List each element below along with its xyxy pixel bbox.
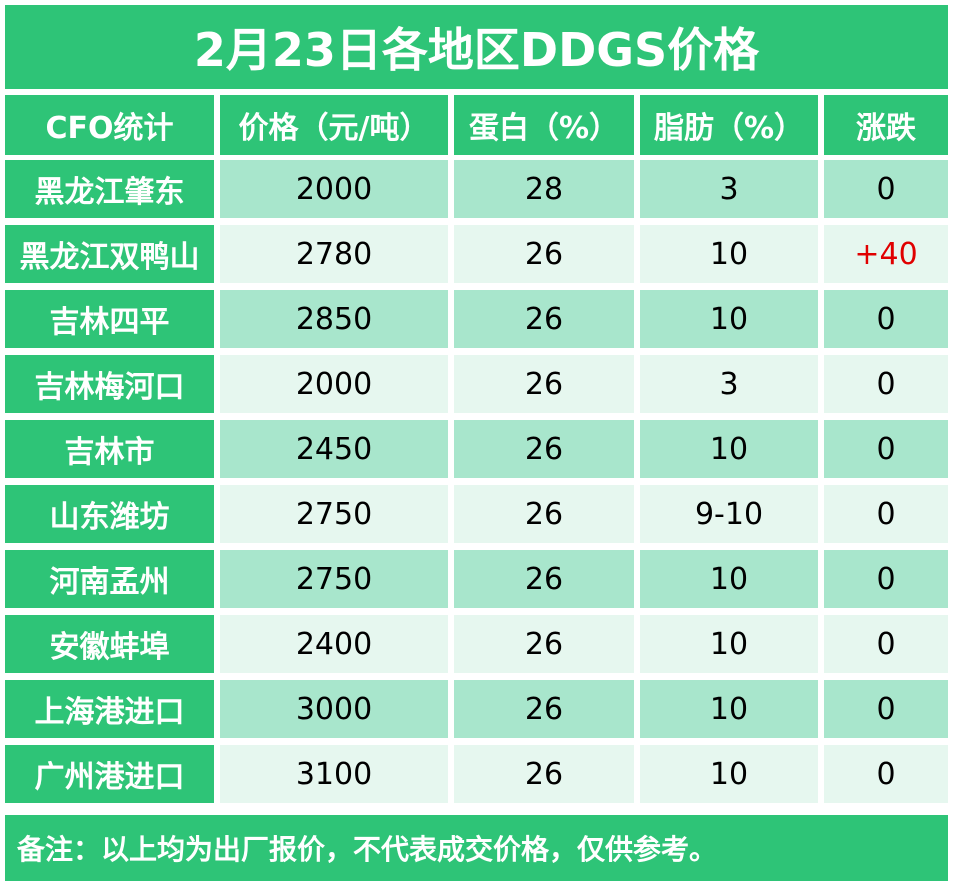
table-row: 吉林四平 2850 26 10 0	[5, 290, 948, 348]
change-cell: +40	[824, 225, 948, 283]
fat-cell: 3	[640, 160, 818, 218]
protein-cell: 26	[454, 290, 634, 348]
protein-cell: 26	[454, 225, 634, 283]
fat-cell: 10	[640, 680, 818, 738]
table-row: 吉林梅河口 2000 26 3 0	[5, 355, 948, 413]
region-cell: 河南孟州	[5, 550, 214, 608]
price-cell: 3100	[220, 745, 448, 803]
region-cell: 山东潍坊	[5, 485, 214, 543]
change-cell: 0	[824, 290, 948, 348]
price-cell: 2400	[220, 615, 448, 673]
price-cell: 2780	[220, 225, 448, 283]
region-cell: 广州港进口	[5, 745, 214, 803]
price-cell: 2850	[220, 290, 448, 348]
table-row: 安徽蚌埠 2400 26 10 0	[5, 615, 948, 673]
table-row: 山东潍坊 2750 26 9-10 0	[5, 485, 948, 543]
price-cell: 2000	[220, 355, 448, 413]
change-cell: 0	[824, 680, 948, 738]
header-protein: 蛋白（%）	[454, 95, 634, 155]
table-title: 2月23日各地区DDGS价格	[5, 5, 948, 89]
fat-cell: 10	[640, 550, 818, 608]
table-row: 广州港进口 3100 26 10 0	[5, 745, 948, 803]
header-change: 涨跌	[824, 95, 948, 155]
header-price: 价格（元/吨）	[220, 95, 448, 155]
price-cell: 2750	[220, 485, 448, 543]
fat-cell: 10	[640, 745, 818, 803]
fat-cell: 10	[640, 225, 818, 283]
footnote: 备注：以上均为出厂报价，不代表成交价格，仅供参考。	[5, 815, 948, 881]
fat-cell: 10	[640, 420, 818, 478]
protein-cell: 26	[454, 745, 634, 803]
price-cell: 2000	[220, 160, 448, 218]
fat-cell: 9-10	[640, 485, 818, 543]
protein-cell: 26	[454, 550, 634, 608]
fat-cell: 3	[640, 355, 818, 413]
change-cell: 0	[824, 485, 948, 543]
protein-cell: 26	[454, 485, 634, 543]
header-fat: 脂肪（%）	[640, 95, 818, 155]
region-cell: 吉林梅河口	[5, 355, 214, 413]
change-cell: 0	[824, 745, 948, 803]
region-cell: 吉林市	[5, 420, 214, 478]
table-row: 黑龙江双鸭山 2780 26 10 +40	[5, 225, 948, 283]
region-cell: 安徽蚌埠	[5, 615, 214, 673]
protein-cell: 26	[454, 680, 634, 738]
table-row: 黑龙江肇东 2000 28 3 0	[5, 160, 948, 218]
table-row: 吉林市 2450 26 10 0	[5, 420, 948, 478]
fat-cell: 10	[640, 290, 818, 348]
change-cell: 0	[824, 615, 948, 673]
region-cell: 黑龙江肇东	[5, 160, 214, 218]
price-cell: 3000	[220, 680, 448, 738]
price-cell: 2750	[220, 550, 448, 608]
change-cell: 0	[824, 160, 948, 218]
table-row: 河南孟州 2750 26 10 0	[5, 550, 948, 608]
protein-cell: 26	[454, 420, 634, 478]
protein-cell: 28	[454, 160, 634, 218]
change-cell: 0	[824, 420, 948, 478]
change-cell: 0	[824, 355, 948, 413]
price-table-card: 2月23日各地区DDGS价格 CFO统计 价格（元/吨） 蛋白（%） 脂肪（%）…	[5, 5, 948, 883]
protein-cell: 26	[454, 355, 634, 413]
table-row: 上海港进口 3000 26 10 0	[5, 680, 948, 738]
price-cell: 2450	[220, 420, 448, 478]
region-cell: 黑龙江双鸭山	[5, 225, 214, 283]
header-source: CFO统计	[5, 95, 214, 155]
header-row: CFO统计 价格（元/吨） 蛋白（%） 脂肪（%） 涨跌	[5, 95, 948, 155]
region-cell: 吉林四平	[5, 290, 214, 348]
protein-cell: 26	[454, 615, 634, 673]
change-cell: 0	[824, 550, 948, 608]
fat-cell: 10	[640, 615, 818, 673]
region-cell: 上海港进口	[5, 680, 214, 738]
